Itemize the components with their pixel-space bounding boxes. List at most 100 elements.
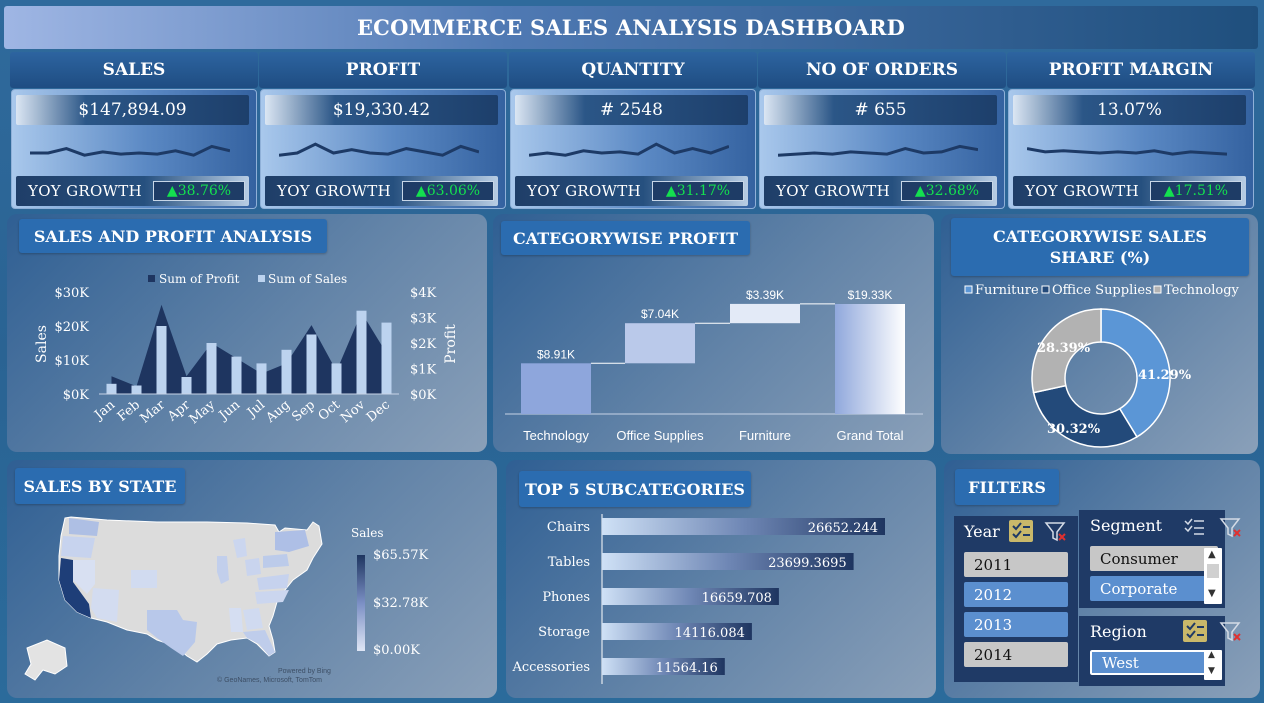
legend-swatch-sales [258,275,265,282]
top5-panel: TOP 5 SUBCATEGORIES Chairs 26652.244 Table… [506,460,936,698]
clear-filter-icon[interactable] [1044,520,1068,544]
clear-filter-icon[interactable] [1219,620,1243,644]
yoy-growth-value: ▲31.17% [652,181,744,201]
donut-slice [1031,308,1102,394]
kpi-header: PROFIT [259,52,507,88]
pennsylvania-shape [263,554,289,568]
sales-profit-panel: SALES AND PROFIT ANALYSIS Sum of Profit S… [7,214,487,452]
y-axis-tick-label: $30K [54,286,89,301]
sales-profit-chart: Sum of Profit Sum of Sales $0K $10K $20K $30K… [34,272,459,427]
slicer-option-west[interactable]: West [1089,649,1219,676]
waterfall-data-label: $8.91K [537,347,575,361]
slicer-option-2012[interactable]: 2012 [964,582,1068,607]
sales-by-state-title: SALES BY STATE [15,468,185,504]
kpi-value: $19,330.42 [265,95,498,125]
region-scrollbar[interactable]: ▲ ▼ [1204,650,1222,680]
yoy-growth-label: YOY GROWTH [1025,182,1139,200]
sales-bar [331,363,342,394]
segment-scrollbar[interactable]: ▲ ▼ [1204,548,1222,604]
map-credit-geonames: © GeoNames, Microsoft, TomTom [217,676,322,684]
kpi-value: 13.07% [1013,95,1246,125]
y2-axis-tick-label: $0K [410,388,437,403]
yoy-growth-value: ▲38.76% [153,181,245,201]
x-axis-tick-label: Technology [523,428,589,443]
category-profit-chart: $8.91K Technology $7.04K Office Supplies $3.… [505,288,923,443]
slicer-option-2011[interactable]: 2011 [964,552,1068,577]
donut-data-label: 41.29% [1138,368,1192,383]
yoy-growth-value: ▲17.51% [1150,181,1242,201]
subcategory-bar [602,518,885,535]
subcategory-bar [602,588,779,605]
segment-slicer: Segment Consumer Corporate ▲ ▼ [1079,510,1241,608]
legend-swatch [1041,285,1050,294]
y-axis-title: Sales [34,325,50,363]
legend-label-profit: Sum of Profit [159,272,240,286]
yoy-growth-bar: YOY GROWTH ▲38.76% [16,176,249,206]
yoy-growth-bar: YOY GROWTH ▲17.51% [1013,176,1246,206]
x-axis-tick-label: Apr [164,397,193,425]
scroll-up-icon[interactable]: ▲ [1208,549,1216,560]
texas-shape [147,610,197,656]
y2-axis-title: Profit [443,324,459,364]
kpi-card: $147,894.09 YOY GROWTH ▲38.76% [11,89,257,209]
scroll-down-icon[interactable]: ▼ [1208,666,1215,676]
sales-bar [156,326,167,394]
yoy-growth-label: YOY GROWTH [527,182,641,200]
x-axis-tick-label: Jun [215,397,243,424]
scroll-up-icon[interactable]: ▲ [1208,650,1215,660]
multi-select-icon[interactable] [1183,620,1207,642]
x-axis-tick-label: Aug [263,398,293,427]
profit-area [111,304,387,394]
x-axis-tick-label: Nov [338,397,368,426]
map-legend-max: $65.57K [373,548,428,563]
subcategory-value-label: 14116.084 [675,626,745,641]
category-share-title: CATEGORYWISE SALES SHARE (%) [951,218,1249,276]
yoy-growth-value: ▲63.06% [402,181,494,201]
sparkline-path [30,144,230,157]
subcategory-value-label: 11564.16 [656,661,718,676]
yoy-growth-value: ▲32.68% [901,181,993,201]
subcategory-value-label: 26652.244 [808,521,878,536]
slicer-option-2013[interactable]: 2013 [964,612,1068,637]
kpi-sparkline [1027,147,1227,156]
colorado-shape [131,570,157,588]
y-axis-tick-label: $10K [54,354,89,369]
slicer-option-corporate[interactable]: Corporate [1090,576,1218,601]
alabama-shape [229,608,243,632]
x-axis-tick-label: Jul [243,398,268,422]
x-axis-tick-label: Mar [138,397,169,427]
yoy-growth-bar: YOY GROWTH ▲32.68% [764,176,997,206]
x-axis-tick-label: Grand Total [837,428,904,443]
subcategory-label: Tables [548,555,590,570]
sparkline-path [1027,147,1227,156]
map-legend-title: Sales [351,526,383,540]
x-axis-tick-label: Feb [115,398,143,425]
subcategory-value-label: 16659.708 [702,591,772,606]
waterfall-bar [625,323,695,364]
legend-label: Technology [1164,283,1240,298]
y2-axis-tick-label: $3K [410,312,437,327]
us-state-map[interactable]: Sales $65.57K $32.78K $0.00K Powered by … [7,460,497,698]
x-axis-tick-label: Office Supplies [616,428,704,443]
slicer-option-consumer[interactable]: Consumer [1090,546,1218,571]
x-axis-tick-label: Sep [289,398,318,426]
slicer-option-2014[interactable]: 2014 [964,642,1068,667]
sales-bar [131,385,142,394]
virginia-shape [257,574,289,590]
year-slicer: Year 2011 2012 2013 2014 [954,516,1078,682]
washington-shape [69,518,99,536]
map-legend-min: $0.00K [373,643,420,658]
clear-filter-icon[interactable] [1219,516,1243,540]
georgia-shape [243,608,263,630]
scroll-thumb[interactable] [1207,564,1219,578]
map-credit-bing: Powered by Bing [278,668,331,675]
multi-select-icon[interactable] [1183,516,1207,538]
kpi-sparkline [529,142,729,157]
scroll-down-icon[interactable]: ▼ [1208,588,1216,599]
multi-select-icon[interactable] [1009,520,1033,542]
sales-bar [106,383,117,394]
y-axis-tick-label: $20K [54,320,89,335]
subcategory-label: Phones [542,590,590,605]
sales-bar [281,349,292,394]
sales-bar [256,363,267,394]
